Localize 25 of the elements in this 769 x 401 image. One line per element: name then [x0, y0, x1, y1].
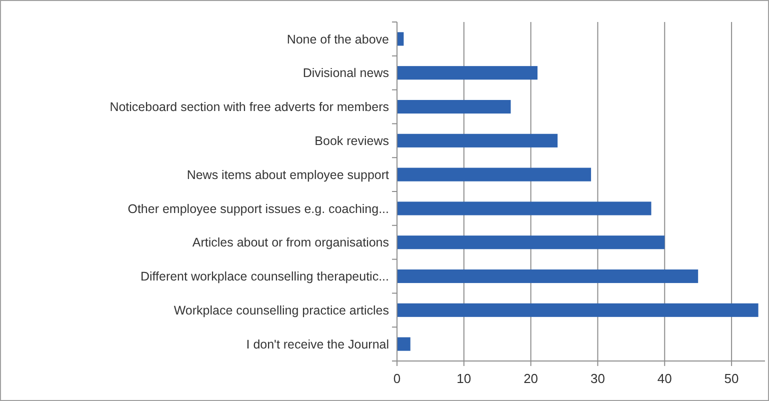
bar: [397, 269, 698, 284]
x-tick-label: 0: [393, 371, 401, 386]
y-tick-label: I don't receive the Journal: [246, 337, 389, 352]
x-tick-label: 20: [524, 371, 538, 386]
bar: [397, 303, 758, 317]
bar: [397, 134, 558, 148]
x-tick-label: 10: [456, 371, 472, 386]
y-tick-label: Articles about or from organisations: [192, 236, 389, 250]
y-tick-label: None of the above: [286, 32, 390, 46]
y-tick-label: Workplace counselling practice articles: [174, 304, 389, 318]
y-tick-label: Different workplace counselling therapeutic...: [140, 270, 389, 284]
y-tick-label: Book reviews: [314, 134, 389, 148]
bar: [397, 66, 538, 80]
x-tick-label: 30: [590, 371, 605, 386]
bar: [397, 168, 592, 182]
bar: [397, 236, 665, 250]
bar: [397, 202, 652, 216]
y-tick-label: Other employee support issues e.g. coaching...: [128, 202, 389, 216]
x-tick-label: 40: [657, 371, 672, 386]
y-tick-label: Divisional news: [302, 66, 389, 80]
y-tick-label: News items about employee support: [186, 168, 390, 182]
bar: [397, 337, 410, 351]
bar: [397, 100, 511, 114]
x-tick-label: 50: [724, 371, 739, 386]
y-tick-label: Noticeboard section with free adverts for members: [110, 100, 389, 114]
